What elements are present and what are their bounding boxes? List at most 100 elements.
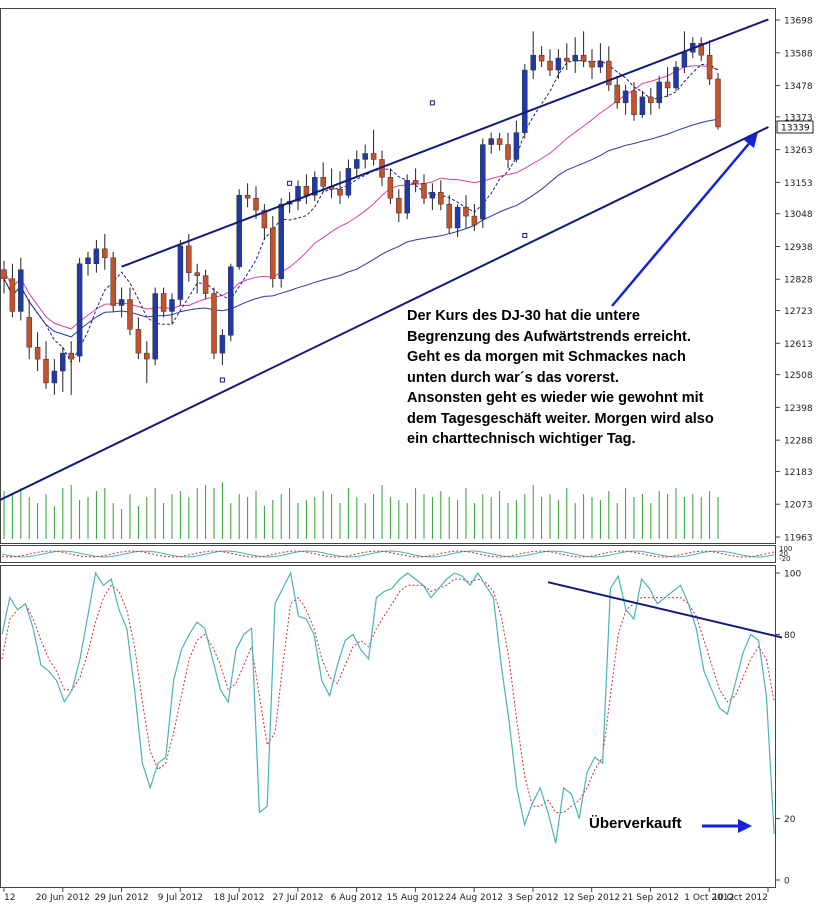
stoch-trend-line	[547, 581, 783, 639]
small-osc-tick-label: 20	[779, 550, 788, 558]
candle-body	[471, 215, 478, 226]
candle-body	[681, 51, 688, 68]
candle-body	[370, 153, 377, 160]
candle-body	[639, 96, 646, 116]
candle-body	[429, 191, 436, 199]
candle-body	[480, 144, 486, 220]
candle-body	[622, 90, 629, 104]
price-tick-label: 12828	[784, 276, 813, 286]
main-panel-frame	[0, 8, 776, 544]
candle-body	[673, 66, 679, 89]
candle-body	[589, 60, 595, 68]
date-tick-label: 12	[4, 893, 15, 903]
candle-body	[312, 177, 318, 196]
date-tick-label: 6 Aug 2012	[331, 893, 383, 903]
candle-body	[118, 299, 125, 306]
candle-body	[60, 352, 66, 372]
candle-body	[76, 263, 83, 357]
candle-body	[144, 352, 150, 360]
date-tick-label: 21 Sep 2012	[622, 893, 679, 903]
annotation-line: Geht es da morgen mit Schmackes nach	[407, 349, 686, 365]
candle-body	[244, 194, 251, 199]
date-tick-label: 9 Jul 2012	[158, 893, 203, 903]
analysis-annotation: Der Kurs des DJ-30 hat die untere Begren…	[407, 306, 714, 450]
stoch-tick-label: 100	[784, 570, 801, 580]
candle-body	[93, 248, 100, 264]
trend-anchor	[287, 180, 293, 186]
candle-body	[354, 159, 360, 169]
ma-fast-line	[3, 59, 719, 364]
candle-body	[530, 54, 536, 71]
annotation-line: Ansonsten geht es wieder wie gewohnt mit	[407, 390, 704, 406]
candle-body	[664, 81, 671, 89]
candle-body	[278, 203, 284, 279]
candle-body	[404, 180, 410, 214]
price-axis: 13698 13588 13478 13373 13263 13153 13048 12938…	[775, 17, 814, 544]
candle-body	[202, 275, 209, 294]
price-tick-label: 13478	[784, 82, 813, 92]
oversold-arrow-head	[738, 819, 752, 833]
candle-body	[488, 138, 494, 145]
date-tick-label: 15 Aug 2012	[387, 893, 445, 903]
ma-slow-line	[3, 118, 719, 338]
candle-body	[715, 78, 721, 128]
stoch-tick-label: 20	[784, 815, 796, 825]
candle-body	[656, 81, 662, 104]
candle-body	[102, 248, 108, 259]
candle-body	[261, 209, 268, 229]
candle-body	[228, 266, 234, 336]
candle-body	[421, 183, 427, 199]
stoch-tick-label: 0	[784, 877, 790, 887]
candle-body	[614, 84, 620, 104]
price-arrow-head	[744, 132, 758, 148]
annotation-line: unten durch war´s das vorerst.	[407, 369, 619, 386]
candle-body	[152, 293, 158, 360]
small-osc-line-1	[1, 550, 775, 558]
date-tick-label: 18 Jul 2012	[214, 893, 265, 903]
price-tick-label: 12288	[784, 437, 813, 447]
annotation-line: dem Tagesgeschäft weiter. Morgen wird al…	[407, 410, 714, 427]
candle-body	[564, 57, 570, 62]
candle-body	[522, 69, 528, 133]
candle-body	[211, 293, 217, 354]
price-arrow-shaft	[611, 139, 753, 307]
candle-body	[698, 42, 704, 56]
candle-body	[135, 329, 142, 354]
current-price-box	[776, 120, 814, 134]
trend-channel	[0, 18, 769, 502]
candle-body	[345, 168, 352, 196]
candle-body	[295, 186, 301, 202]
candle-body	[18, 269, 24, 312]
candle-body	[496, 138, 503, 145]
trend-line-upper	[121, 18, 769, 268]
candle-body	[337, 189, 343, 196]
candle-body	[606, 60, 612, 86]
candle-body	[446, 203, 452, 229]
candle-body	[43, 358, 49, 384]
candle-body	[303, 186, 310, 196]
small-osc-tick-label: 100	[779, 545, 792, 553]
candle-body	[572, 54, 578, 62]
candlesticks	[1, 31, 721, 395]
candle-body	[253, 197, 259, 211]
candle-body	[463, 206, 469, 217]
candle-body	[648, 96, 654, 104]
candle-body	[362, 153, 368, 160]
candle-body	[270, 227, 276, 279]
trend-anchor	[522, 232, 528, 238]
price-tick-label: 12073	[784, 501, 813, 511]
price-tick-label: 12183	[784, 468, 813, 478]
candle-body	[387, 177, 394, 199]
candle-body	[513, 132, 520, 160]
candle-body	[110, 257, 116, 306]
candle-body	[555, 57, 562, 71]
candle-body	[706, 54, 713, 80]
candle-body	[194, 272, 200, 276]
price-tick-label: 13373	[784, 113, 813, 123]
date-tick-label: 12 Sep 2012	[563, 893, 620, 903]
date-tick-label: 3 Sep 2012	[507, 893, 558, 903]
price-tick-label: 13588	[784, 49, 813, 59]
price-tick-label: 13048	[784, 210, 813, 220]
trend-anchor	[219, 377, 225, 383]
